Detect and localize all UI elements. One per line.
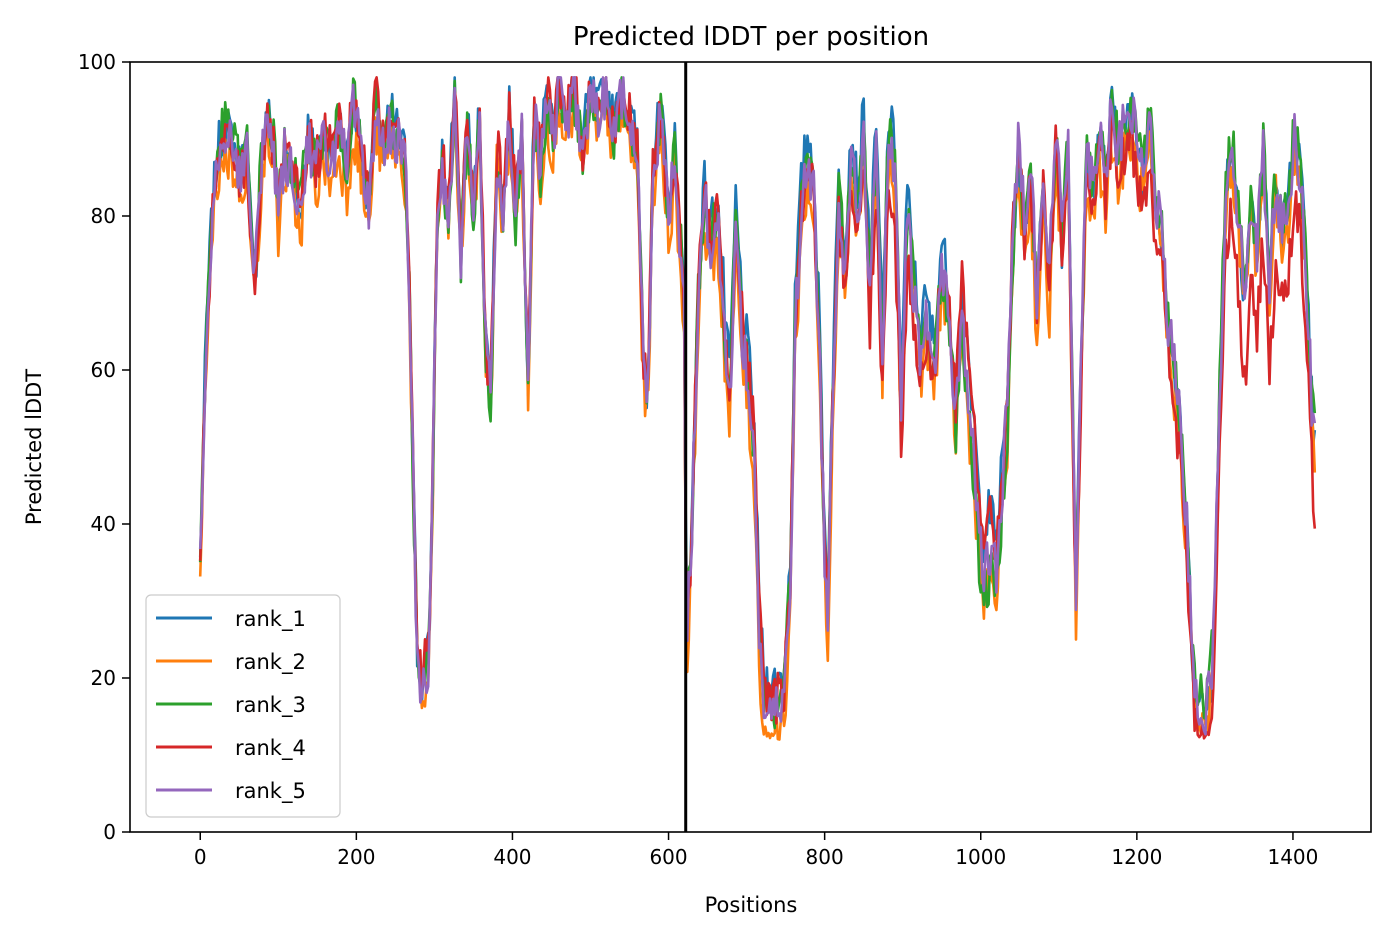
y-tick-label: 60: [91, 358, 116, 382]
y-tick-label: 80: [91, 204, 116, 228]
x-tick-label: 800: [806, 845, 844, 869]
y-axis-ticks: 0 20 40 60 80 100: [78, 50, 130, 844]
y-tick-label: 0: [103, 820, 116, 844]
x-tick-label: 200: [337, 845, 375, 869]
legend-label: rank_3: [235, 693, 306, 718]
y-tick-label: 40: [91, 512, 116, 536]
y-tick-label: 20: [91, 666, 116, 690]
legend-label: rank_5: [235, 779, 306, 804]
x-tick-label: 400: [493, 845, 531, 869]
legend-frame: [145, 594, 341, 818]
x-tick-label: 600: [649, 845, 687, 869]
legend-label: rank_1: [235, 607, 306, 632]
y-tick-label: 100: [78, 50, 116, 74]
series-line-rank-5: [198, 76, 1317, 736]
x-axis-ticks: 0 200 400 600 800 1000 1200 1400: [194, 832, 1318, 869]
chart-title: Predicted lDDT per position: [573, 22, 929, 52]
x-tick-label: 1200: [1111, 845, 1162, 869]
x-axis-label: Positions: [705, 893, 798, 917]
legend: rank_1 rank_2 rank_3 rank_4 rank_5: [145, 594, 341, 818]
legend-label: rank_2: [235, 650, 306, 675]
legend-label: rank_4: [235, 736, 306, 761]
x-tick-label: 0: [194, 845, 207, 869]
plot-frame: [129, 61, 1372, 833]
series-layer: [198, 76, 1317, 741]
x-tick-label: 1400: [1267, 845, 1318, 869]
x-tick-label: 1000: [955, 845, 1006, 869]
y-axis-label: Predicted lDDT: [22, 369, 46, 525]
